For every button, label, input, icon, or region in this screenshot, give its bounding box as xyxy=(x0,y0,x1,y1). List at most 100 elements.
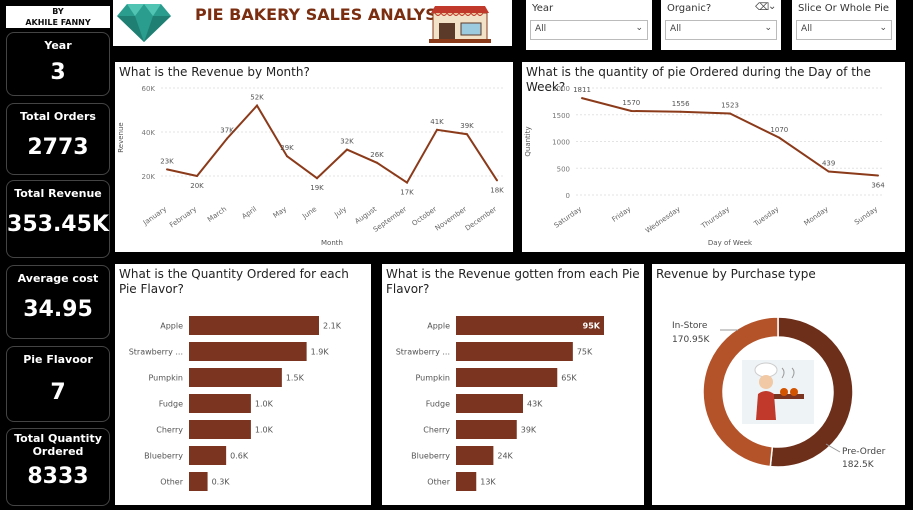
bar xyxy=(456,394,523,413)
x-axis-title: Day of Week xyxy=(708,239,753,247)
baker-illustration-icon xyxy=(742,360,814,424)
x-tick-label: June xyxy=(300,205,318,221)
quantity-by-flavor-panel: What is the Quantity Ordered for each Pi… xyxy=(115,264,371,505)
y-tick-label: 1500 xyxy=(552,112,570,120)
bar-data-label: 2.1K xyxy=(323,322,342,331)
slice-or-whole-slicer[interactable]: Slice Or Whole Pie All ⌄ xyxy=(792,0,896,50)
bar-data-label: 0.6K xyxy=(230,452,249,461)
organic-dropdown[interactable]: All ⌄ xyxy=(665,20,777,40)
slicer-label: Year xyxy=(532,3,554,14)
chart-title: What is the Revenue by Month? xyxy=(119,65,310,79)
year-dropdown[interactable]: All ⌄ xyxy=(530,20,648,40)
dashboard-header: PIE BAKERY SALES ANALYSIS xyxy=(113,0,512,46)
bar-data-label: 0.3K xyxy=(212,478,231,487)
data-point xyxy=(581,97,583,100)
y-tick-label: 2000 xyxy=(552,85,570,93)
chevron-down-icon[interactable]: ⌄ xyxy=(635,23,643,33)
bar xyxy=(456,368,558,387)
donut-slice xyxy=(769,316,854,468)
data-point xyxy=(778,136,781,139)
data-point xyxy=(496,179,498,182)
x-tick-label: Wednesday xyxy=(644,205,682,235)
data-point xyxy=(630,110,633,113)
x-tick-label: September xyxy=(372,205,408,234)
kpi-value: 353.45K xyxy=(7,212,109,237)
x-tick-label: Sunday xyxy=(853,205,879,227)
quantity-by-flavor-chart: Apple 2.1K Strawberry ... 1.9K Pumpkin 1.5K Fu… xyxy=(129,316,342,491)
x-tick-label: January xyxy=(141,205,168,227)
donut-category-label: Pre-Order xyxy=(842,447,886,457)
slice-or-whole-dropdown[interactable]: All ⌄ xyxy=(796,20,892,40)
y-tick-label: 40K xyxy=(142,129,156,137)
dashboard-title: PIE BAKERY SALES ANALYSIS xyxy=(195,5,455,24)
kpi-label: Total Quantity Ordered xyxy=(14,432,102,458)
data-point xyxy=(256,104,258,107)
data-point xyxy=(466,133,468,136)
bar xyxy=(189,368,282,387)
quantity-by-day-chart: 0 500 1000 1500 2000 Day of Week Quantity 1811 S… xyxy=(524,85,885,247)
y-tick-label: 1000 xyxy=(552,139,570,147)
byline-line2: AKHILE FANNY xyxy=(25,18,91,27)
bar-data-label: 75K xyxy=(577,348,593,357)
x-tick-label: February xyxy=(168,205,198,229)
data-label: 364 xyxy=(871,182,885,190)
x-axis-title: Month xyxy=(321,239,343,247)
data-label: 19K xyxy=(310,184,324,192)
bar-category-label: Blueberry xyxy=(144,452,183,461)
bar xyxy=(456,420,517,439)
chevron-down-icon[interactable]: ⌄ xyxy=(764,23,772,33)
donut-data-label: 170.95K xyxy=(672,335,710,345)
quantity-by-day-panel: What is the quantity of pie Ordered duri… xyxy=(522,62,905,252)
data-label: 39K xyxy=(460,122,474,130)
chevron-down-icon[interactable]: ⌄ xyxy=(768,1,777,12)
x-tick-label: April xyxy=(240,205,258,221)
revenue-by-flavor-chart: Apple 95K Strawberry ... 75K Pumpkin 65K Fudge… xyxy=(396,316,604,491)
bar xyxy=(189,420,251,439)
x-tick-label: July xyxy=(332,205,348,219)
year-slicer[interactable]: Year All ⌄ xyxy=(526,0,652,50)
data-label: 29K xyxy=(280,144,294,152)
data-label: 439 xyxy=(822,160,835,168)
x-tick-label: December xyxy=(464,205,498,232)
bar-data-label: 39K xyxy=(521,426,537,435)
slicer-label: Organic? xyxy=(667,3,712,14)
eraser-icon[interactable]: ⌫ xyxy=(755,2,770,13)
kpi-label: Total Revenue xyxy=(14,187,102,200)
donut-slice xyxy=(702,316,779,468)
data-label: 1070 xyxy=(770,126,788,134)
bar xyxy=(456,316,604,335)
chart-title: What is the Revenue gotten from each Pie… xyxy=(386,267,640,296)
bar xyxy=(189,472,208,491)
kpi-card-year: Year 3 xyxy=(6,32,110,96)
data-point xyxy=(316,177,318,180)
chevron-down-icon[interactable]: ⌄ xyxy=(879,23,887,33)
y-tick-label: 60K xyxy=(142,85,156,93)
bar-data-label: 1.9K xyxy=(311,348,330,357)
kpi-card-pie-flavor: Pie Flavoor 7 xyxy=(6,346,110,422)
data-point xyxy=(877,174,879,177)
bar-data-label: 1.5K xyxy=(286,374,305,383)
data-label: 20K xyxy=(190,182,204,190)
organic-slicer[interactable]: Organic? ⌫ ⌄ All ⌄ xyxy=(661,0,781,50)
data-point xyxy=(226,137,228,140)
bar-data-label: 13K xyxy=(480,478,496,487)
dropdown-value: All xyxy=(535,24,547,34)
data-point xyxy=(436,128,438,131)
kpi-card-total-revenue: Total Revenue 353.45K xyxy=(6,180,110,258)
bar-category-label: Fudge xyxy=(426,400,450,409)
series-line xyxy=(166,103,498,185)
bar-category-label: Blueberry xyxy=(411,452,450,461)
kpi-label: Average cost xyxy=(17,272,99,285)
data-label: 18K xyxy=(490,186,504,194)
bar-data-label: 24K xyxy=(497,452,513,461)
kpi-value: 2773 xyxy=(27,135,89,160)
data-label: 1811 xyxy=(573,86,591,94)
bar-category-label: Strawberry ... xyxy=(129,348,183,357)
kpi-card-total-orders: Total Orders 2773 xyxy=(6,103,110,175)
donut-data-label: 182.5K xyxy=(842,460,875,470)
data-point xyxy=(679,110,682,113)
byline-line1: BY xyxy=(52,7,64,16)
bar-data-label: 95K xyxy=(583,322,601,331)
kpi-label: Pie Flavoor xyxy=(23,353,93,366)
kpi-card-total-quantity: Total Quantity Ordered 8333 xyxy=(6,428,110,506)
